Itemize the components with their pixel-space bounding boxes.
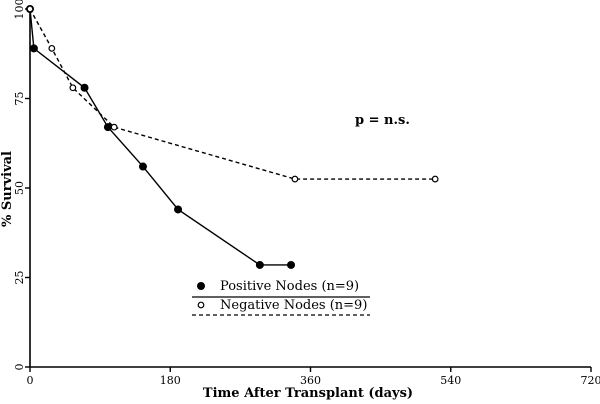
legend-label-2: Negative Nodes (n=9) [220,298,367,313]
series-2-point [291,175,299,183]
p-value-annotation: p = n.s. [355,113,410,128]
x-tick-label: 180 [160,374,181,387]
y-tick-label: 75 [13,92,26,106]
series-2-point [48,44,56,52]
x-axis-title: Time After Transplant (days) [203,386,413,401]
series-1-point [174,205,183,214]
series-2-point [26,5,34,13]
legend-marker-2 [197,301,205,309]
series-2-point [69,84,77,92]
x-tick-label: 720 [581,374,600,387]
legend: Positive Nodes (n=9) Negative Nodes (n=9) [192,279,370,316]
y-tick-label: 0 [13,364,26,371]
series-1-point [287,260,296,269]
y-tick-label: 25 [13,271,26,285]
series-line-2 [29,8,436,180]
series-line-1 [29,8,292,266]
legend-label-1: Positive Nodes (n=9) [220,279,359,294]
series-2-point [110,123,118,131]
series-1-point [138,162,147,171]
series-1-point [103,123,112,132]
series-1-point [255,260,264,269]
series-1-point [29,44,38,53]
legend-marker-1 [197,282,206,291]
series-1-point [80,83,89,92]
x-tick-label: 0 [27,374,34,387]
x-tick-label: 540 [440,374,461,387]
series-layer [26,4,439,269]
y-tick-label: 100 [13,0,26,20]
y-tick-label: 50 [13,181,26,195]
y-axis-title: % Survival [0,151,15,227]
axes: 0 180 360 540 720 0 25 50 75 100 [13,0,600,387]
x-tick-label: 360 [300,374,321,387]
series-2-point [431,175,439,183]
